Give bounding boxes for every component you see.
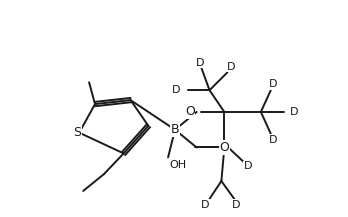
Text: D: D — [244, 161, 252, 171]
Text: B: B — [171, 123, 179, 136]
Text: D: D — [196, 58, 204, 67]
Text: D: D — [227, 62, 236, 72]
Text: O: O — [219, 141, 229, 154]
Text: OH: OH — [169, 160, 186, 170]
Text: S: S — [73, 126, 81, 139]
Text: D: D — [232, 200, 240, 210]
Text: O: O — [185, 105, 195, 118]
Text: D: D — [268, 79, 277, 89]
Text: D: D — [201, 200, 210, 210]
Text: D: D — [268, 135, 277, 145]
Text: D: D — [290, 107, 298, 117]
Text: D: D — [172, 85, 180, 95]
